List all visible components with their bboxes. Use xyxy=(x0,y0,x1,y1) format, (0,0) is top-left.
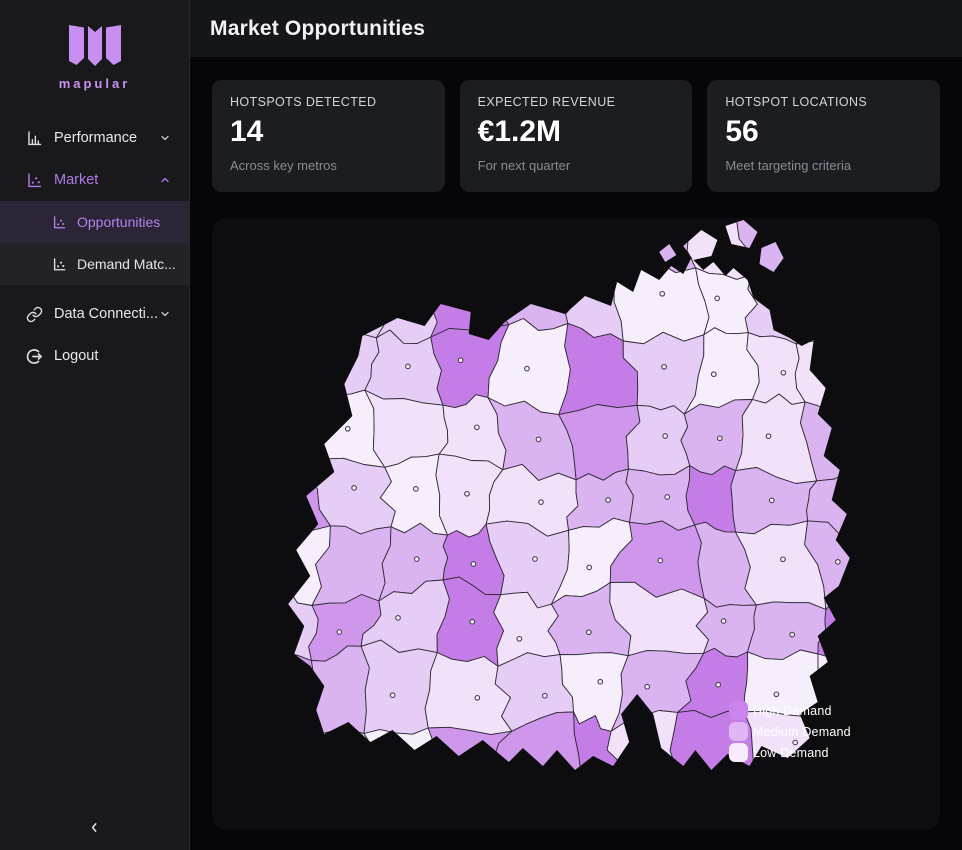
stat-label: HOTSPOTS DETECTED xyxy=(230,95,377,109)
chevron-left-icon xyxy=(87,820,102,840)
content: HOTSPOTS DETECTED 14 Across key metros E… xyxy=(190,57,962,830)
market-submenu: Opportunities Demand Matc... xyxy=(0,201,189,285)
legend-item-medium-demand: Medium Demand xyxy=(729,722,851,741)
scatter-chart-icon xyxy=(52,257,67,272)
sidebar-item-logout[interactable]: Logout xyxy=(0,335,189,377)
stat-value: 14 xyxy=(230,115,264,148)
legend-swatch-medium xyxy=(729,722,748,741)
sidebar-item-performance[interactable]: Performance xyxy=(0,117,189,159)
sidebar-item-label: Opportunities xyxy=(77,214,161,230)
chevron-up-icon xyxy=(159,174,171,186)
stat-label: HOTSPOT LOCATIONS xyxy=(725,95,868,109)
legend-label: Low Demand xyxy=(753,745,829,760)
sidebar-nav: Performance Market xyxy=(0,117,189,377)
stat-card-expected-revenue: EXPECTED REVENUE €1.2M For next quarter xyxy=(459,80,693,192)
page-header: Market Opportunities xyxy=(190,0,962,57)
sidebar-item-label: Demand Matc... xyxy=(77,256,176,272)
sidebar-item-opportunities[interactable]: Opportunities xyxy=(0,201,189,243)
logo-wordmark: mapular xyxy=(58,76,131,91)
stat-subtext: For next quarter xyxy=(477,158,571,173)
stat-subtext: Across key metros xyxy=(230,158,337,173)
scatter-chart-icon xyxy=(52,215,67,230)
legend-swatch-low xyxy=(729,743,748,762)
demand-choropleth-map[interactable]: High Demand Medium Demand Low Demand xyxy=(212,218,940,830)
legend-label: Medium Demand xyxy=(753,724,851,739)
chevron-down-icon xyxy=(159,132,171,144)
logo: mapular xyxy=(0,0,189,91)
sidebar-item-label: Logout xyxy=(54,348,99,364)
legend-item-high-demand: High Demand xyxy=(729,701,851,720)
stat-card-hotspots-detected: HOTSPOTS DETECTED 14 Across key metros xyxy=(212,80,445,192)
logout-icon xyxy=(26,348,43,365)
mapular-logo-icon xyxy=(68,25,121,66)
page-title: Market Opportunities xyxy=(210,16,426,40)
sidebar: mapular Performance xyxy=(0,0,190,850)
sidebar-collapse-button[interactable] xyxy=(0,820,189,840)
map-canvas[interactable] xyxy=(212,218,940,830)
main-area: Market Opportunities HOTSPOTS DETECTED 1… xyxy=(190,0,962,850)
stat-label: EXPECTED REVENUE xyxy=(477,95,616,109)
legend-swatch-high xyxy=(729,701,748,720)
link-icon xyxy=(26,306,43,323)
sidebar-item-label: Market xyxy=(54,172,99,188)
stat-card-hotspot-locations: HOTSPOT LOCATIONS 56 Meet targeting crit… xyxy=(707,80,941,192)
stat-value: 56 xyxy=(725,115,759,148)
sidebar-item-label: Data Connecti... xyxy=(54,306,158,322)
legend-item-low-demand: Low Demand xyxy=(729,743,851,762)
bar-chart-icon xyxy=(26,130,43,147)
sidebar-item-market[interactable]: Market xyxy=(0,159,189,201)
sidebar-item-label: Performance xyxy=(54,130,138,146)
legend-label: High Demand xyxy=(753,703,832,718)
map-legend: High Demand Medium Demand Low Demand xyxy=(729,701,851,764)
scatter-chart-icon xyxy=(26,172,43,189)
stats-row: HOTSPOTS DETECTED 14 Across key metros E… xyxy=(212,80,941,192)
sidebar-item-demand-matching[interactable]: Demand Matc... xyxy=(0,243,189,285)
chevron-down-icon xyxy=(159,308,171,320)
stat-value: €1.2M xyxy=(477,115,562,148)
stat-subtext: Meet targeting criteria xyxy=(725,158,852,173)
sidebar-item-data-connections[interactable]: Data Connecti... xyxy=(0,293,189,335)
